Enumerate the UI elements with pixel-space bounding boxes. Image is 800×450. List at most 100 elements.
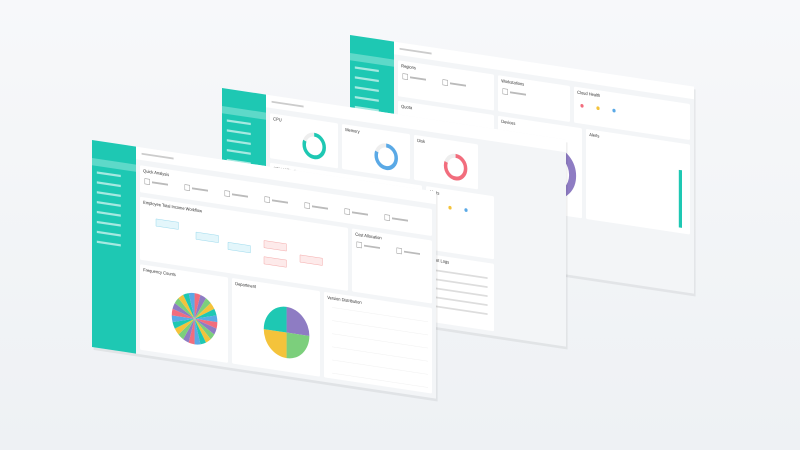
menu-item xyxy=(96,191,121,197)
stat-text xyxy=(410,76,427,81)
alert-icon xyxy=(612,108,616,113)
pie-slice xyxy=(188,292,195,319)
pie-slice xyxy=(194,315,218,323)
menu-item xyxy=(354,76,379,83)
stat-text xyxy=(404,250,421,255)
pie-slice xyxy=(194,293,201,319)
card-title: Quota xyxy=(401,104,412,111)
stat-text xyxy=(192,187,209,192)
card-title: Memory xyxy=(345,127,360,135)
pie-slice xyxy=(263,306,287,333)
stat-icon xyxy=(224,190,230,197)
stat-text xyxy=(352,211,369,216)
pie-slice xyxy=(194,308,217,319)
pie-slice xyxy=(183,293,195,319)
alert-icon xyxy=(580,103,584,108)
pie-slice xyxy=(194,294,206,319)
flow-node xyxy=(299,254,323,266)
pie-slice xyxy=(194,318,215,340)
pie-slice xyxy=(188,318,195,345)
card-title: Version Distribution xyxy=(327,295,362,306)
pie-slice xyxy=(172,318,195,329)
menu-item xyxy=(226,119,251,126)
pie-slice xyxy=(194,303,215,319)
menu-item xyxy=(96,171,121,178)
menu-item xyxy=(354,66,379,73)
stat-icon xyxy=(396,247,402,255)
sidebar-active xyxy=(350,53,395,67)
pie-slice xyxy=(286,332,310,359)
breadcrumb xyxy=(271,100,304,108)
donut-ring xyxy=(443,153,468,181)
pie-slice xyxy=(183,318,195,343)
stat-icon xyxy=(264,196,270,203)
flow-node xyxy=(155,218,179,230)
pie-slice xyxy=(172,302,195,319)
sidebar-active xyxy=(222,106,267,120)
pie-slice xyxy=(194,318,206,345)
stat-text xyxy=(272,199,289,204)
grid-line xyxy=(332,359,429,375)
card-title: Workstations xyxy=(501,78,524,87)
card-title: Event Logs xyxy=(429,256,449,264)
pie-slice xyxy=(171,315,195,323)
flow-node xyxy=(195,231,219,243)
grid-line xyxy=(332,346,429,362)
card-title: Cost Allocation xyxy=(355,231,382,240)
grid-line xyxy=(332,307,429,323)
header xyxy=(136,146,437,205)
list-row xyxy=(430,295,488,307)
card-title: Frequency Counts xyxy=(143,267,176,277)
card-title: Quick Analysis xyxy=(143,168,169,177)
bar xyxy=(678,169,683,228)
grid-line xyxy=(332,333,429,349)
card xyxy=(324,291,433,394)
card-title: Regions xyxy=(401,63,416,70)
list-row xyxy=(430,277,488,289)
alert-icon xyxy=(448,205,452,210)
donut-ring xyxy=(374,143,398,171)
pie-slice xyxy=(194,298,211,319)
stat-icon xyxy=(184,184,190,191)
menu-item xyxy=(96,181,121,188)
card-title: Disk xyxy=(417,138,426,145)
card xyxy=(574,86,691,140)
stat-text xyxy=(152,181,169,186)
grid-line xyxy=(332,372,429,388)
alert-icon xyxy=(464,208,468,212)
stat-icon xyxy=(442,79,448,86)
stat-icon xyxy=(384,214,390,221)
list-row xyxy=(430,286,488,298)
flow-node xyxy=(263,240,287,252)
card-title: CPU xyxy=(273,116,281,123)
list-row xyxy=(430,304,488,316)
flow-node xyxy=(263,256,287,268)
pie-slice xyxy=(194,318,218,329)
pie-slice xyxy=(174,298,195,319)
menu-item xyxy=(226,129,251,136)
card xyxy=(498,75,571,122)
pie-slice xyxy=(171,308,195,319)
stat-text xyxy=(392,217,409,222)
alert-icon xyxy=(596,106,600,111)
grid-line xyxy=(332,320,429,336)
menu-item xyxy=(96,201,121,207)
menu-item xyxy=(96,210,121,217)
stat-text xyxy=(450,82,467,87)
stat-icon xyxy=(356,241,362,249)
card-title: Department xyxy=(235,281,257,289)
flow-node xyxy=(227,242,251,254)
stat-text xyxy=(510,91,527,96)
stat-icon xyxy=(304,202,310,209)
pie-slice xyxy=(194,318,211,343)
pie-slice xyxy=(178,318,195,340)
menu-item xyxy=(354,86,379,92)
card-title: Alerts xyxy=(589,132,599,139)
card xyxy=(352,228,433,304)
pie-slice xyxy=(263,329,287,359)
pie-slice xyxy=(194,318,217,335)
stat-text xyxy=(232,193,249,198)
list-row xyxy=(430,268,488,280)
